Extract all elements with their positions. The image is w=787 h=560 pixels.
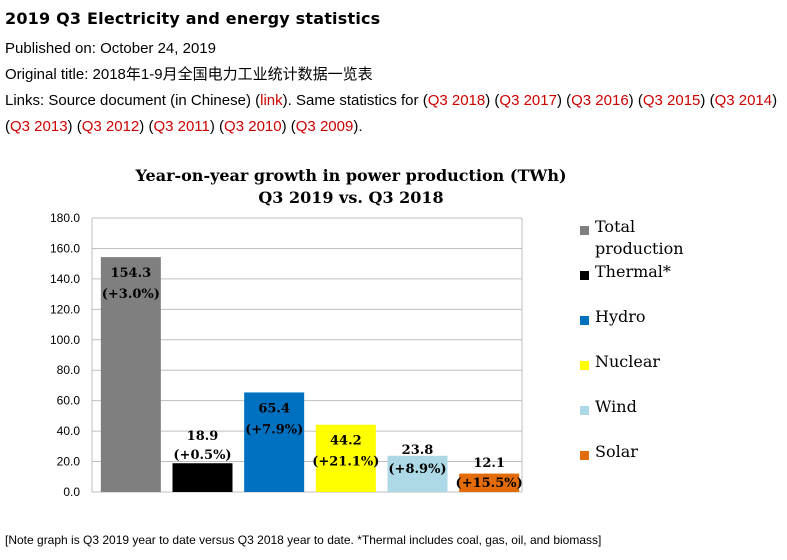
- legend-label: Wind: [595, 397, 637, 416]
- year-link[interactable]: Q3 2018: [427, 92, 486, 109]
- bar-value-label: 154.3: [110, 266, 151, 281]
- links-line: Links: Source document (in Chinese) (lin…: [5, 88, 780, 140]
- legend-swatch: [580, 271, 589, 280]
- chart-subtitle: Q3 2019 vs. Q3 2018: [258, 188, 443, 207]
- bar-growth-label: (+8.9%): [388, 462, 446, 477]
- y-tick-label: 120.0: [50, 302, 80, 316]
- bar-value-label: 44.2: [330, 434, 362, 449]
- y-tick-label: 80.0: [57, 363, 81, 377]
- bar-growth-label: (+15.5%): [456, 476, 523, 491]
- links-suffix: .: [358, 118, 363, 135]
- legend-label: Solar: [595, 442, 638, 461]
- y-axis: 0.0 20.0 40.0 60.0 80.0 100.0 120.0 140.0 160.0 1…: [50, 211, 523, 499]
- bar-growth-label: (+21.1%): [312, 455, 379, 470]
- published-date: Published on: October 24, 2019: [5, 40, 216, 57]
- bar: [315, 424, 376, 492]
- legend-label: Nuclear: [595, 352, 660, 371]
- bar-growth-label: (+0.5%): [173, 448, 231, 463]
- data-labels: 154.3 (+3.0%) 18.9 (+0.5%) 65.4 (+7.9%) 44.2 (+…: [102, 266, 523, 491]
- gridlines: [92, 217, 522, 493]
- year-link[interactable]: Q3 2017: [499, 92, 557, 109]
- links-prefix: Links: Source document (in Chinese) (: [5, 92, 261, 109]
- y-tick-label: 60.0: [57, 394, 81, 408]
- legend: Total production Thermal* Hydro Nuclear Wind S…: [580, 217, 684, 461]
- chart-title: Year-on-year growth in power production …: [134, 166, 566, 185]
- bar-value-label: 23.8: [402, 443, 434, 458]
- y-tick-label: 20.0: [57, 455, 81, 469]
- year-links: (Q3 2018) (Q3 2017) (Q3 2016) (Q3 2015) …: [5, 92, 778, 135]
- year-link[interactable]: Q3 2010: [224, 118, 282, 135]
- year-link[interactable]: Q3 2011: [153, 118, 210, 135]
- year-link[interactable]: Q3 2016: [571, 92, 629, 109]
- bar: [459, 473, 520, 492]
- bar: [387, 455, 448, 492]
- source-link[interactable]: link: [260, 92, 283, 109]
- bar-growth-label: (+3.0%): [102, 287, 160, 302]
- y-tick-label: 180.0: [50, 211, 80, 225]
- bar: [100, 257, 161, 492]
- y-tick-label: 160.0: [50, 241, 80, 255]
- bars: [100, 257, 520, 492]
- legend-label: Hydro: [595, 307, 646, 326]
- y-tick-label: 40.0: [57, 424, 81, 438]
- y-tick-label: 100.0: [50, 333, 80, 347]
- y-tick-label: 0.0: [63, 485, 80, 499]
- original-title: Original title: 2018年1-9月全国电力工业统计数据一览表: [5, 66, 373, 83]
- bar-value-label: 65.4: [258, 401, 290, 416]
- legend-swatch: [580, 316, 589, 325]
- legend-swatch: [580, 361, 589, 370]
- year-link[interactable]: Q3 2014: [714, 92, 773, 109]
- bar-growth-label: (+7.9%): [245, 422, 303, 437]
- year-link[interactable]: Q3 2012: [81, 118, 140, 135]
- bar: [244, 392, 305, 492]
- page-heading: 2019 Q3 Electricity and energy statistic…: [5, 9, 381, 28]
- year-link[interactable]: Q3 2015: [642, 92, 701, 109]
- bar-value-label: 12.1: [473, 456, 505, 471]
- legend-label: Total production: [595, 217, 684, 258]
- footnote: [Note graph is Q3 2019 year to date vers…: [5, 533, 602, 547]
- legend-label: Thermal*: [595, 262, 671, 281]
- bar: [172, 463, 233, 492]
- links-mid: ). Same statistics for: [282, 92, 423, 109]
- legend-swatch: [580, 451, 589, 460]
- legend-swatch: [580, 406, 589, 415]
- legend-swatch: [580, 226, 589, 235]
- bar-value-label: 18.9: [187, 429, 219, 444]
- year-link[interactable]: Q3 2013: [10, 118, 68, 135]
- year-link[interactable]: Q3 2009: [295, 118, 354, 135]
- y-tick-label: 140.0: [50, 272, 80, 286]
